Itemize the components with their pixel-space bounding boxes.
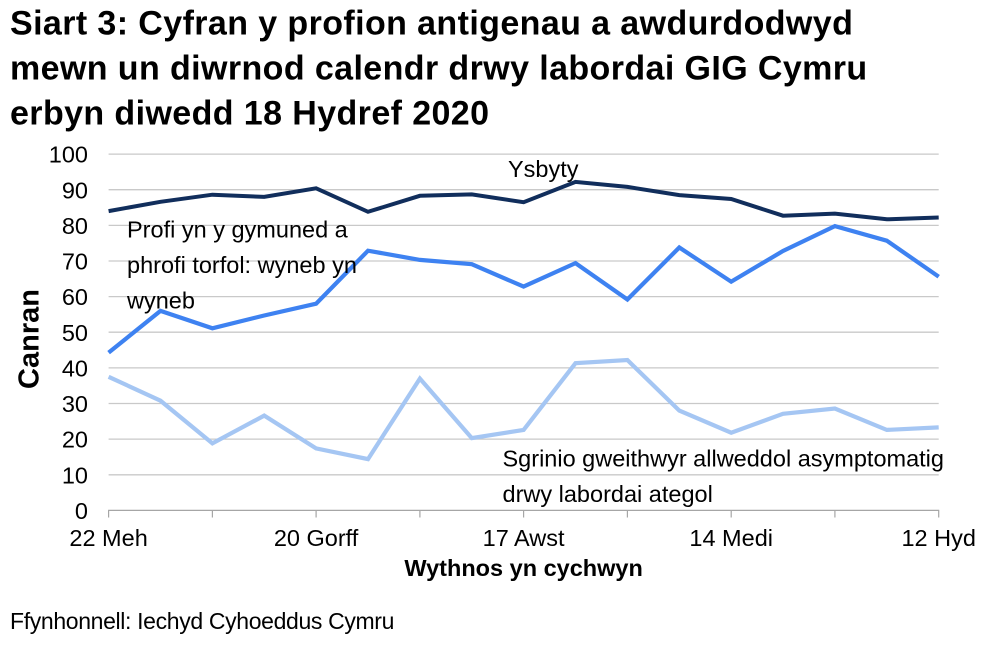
svg-text:60: 60 (62, 284, 88, 310)
svg-text:Profi yn y gymuned a: Profi yn y gymuned a (127, 217, 349, 243)
svg-text:mewn un diwrnod calendr drwy l: mewn un diwrnod calendr drwy labordai GI… (10, 50, 868, 88)
svg-text:90: 90 (62, 177, 88, 203)
svg-text:17 Awst: 17 Awst (483, 525, 565, 551)
svg-text:Ffynhonnell: Iechyd Cyhoeddus: Ffynhonnell: Iechyd Cyhoeddus Cymru (10, 608, 394, 634)
svg-text:drwy labordai ategol: drwy labordai ategol (503, 481, 713, 507)
svg-text:14 Medi: 14 Medi (689, 525, 773, 551)
svg-text:20: 20 (62, 427, 88, 453)
svg-text:Canran: Canran (14, 289, 46, 389)
svg-text:wyneb: wyneb (126, 287, 195, 313)
svg-text:Sgrinio gweithwyr allweddol as: Sgrinio gweithwyr allweddol asymptomatig (503, 446, 944, 472)
svg-text:100: 100 (49, 142, 88, 168)
svg-text:12 Hyd: 12 Hyd (901, 525, 975, 551)
svg-text:Ysbyty: Ysbyty (508, 156, 579, 182)
svg-text:Siart 3: Cyfran y profion anti: Siart 3: Cyfran y profion antigenau a aw… (10, 5, 853, 43)
svg-text:0: 0 (75, 498, 88, 524)
svg-text:30: 30 (62, 391, 88, 417)
svg-text:Wythnos yn cychwyn: Wythnos yn cychwyn (404, 555, 643, 581)
svg-text:erbyn diwedd 18 Hydref 2020: erbyn diwedd 18 Hydref 2020 (10, 95, 489, 133)
svg-text:40: 40 (62, 356, 88, 382)
svg-text:phrofi torfol: wyneb yn: phrofi torfol: wyneb yn (127, 252, 357, 278)
svg-text:70: 70 (62, 249, 88, 275)
svg-text:80: 80 (62, 213, 88, 239)
svg-text:10: 10 (62, 462, 88, 488)
svg-text:20 Gorff: 20 Gorff (274, 525, 359, 551)
svg-text:22 Meh: 22 Meh (69, 525, 147, 551)
svg-text:50: 50 (62, 320, 88, 346)
